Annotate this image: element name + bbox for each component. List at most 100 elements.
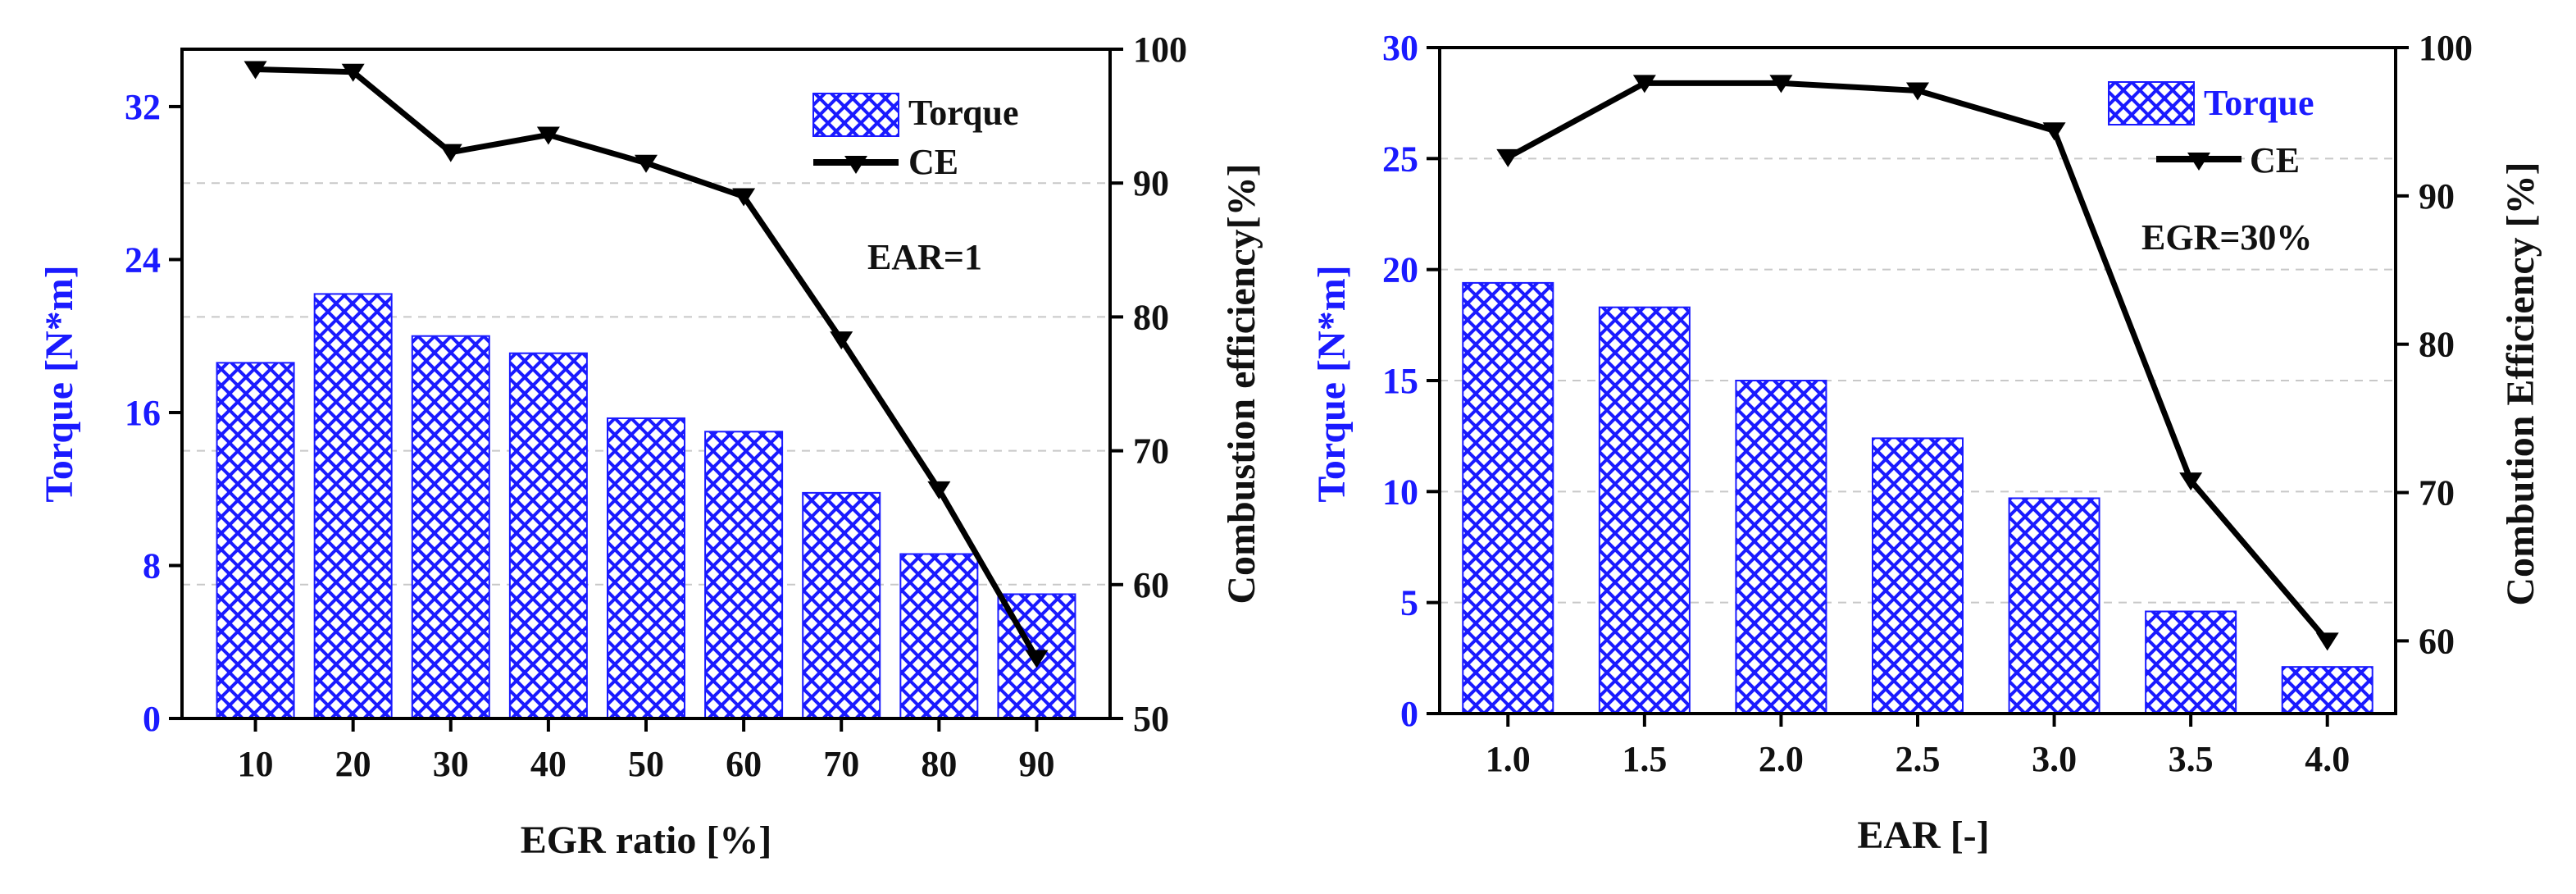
y-right-tick-label: 70 [1133,431,1169,472]
x-tick-label: 70 [823,744,859,784]
ce-point [927,481,951,499]
chart-left-legend-torque-swatch [812,93,899,137]
y-left-tick-label: 8 [143,545,161,586]
chart-right-y-left-ticks: 0 5 10 15 20 25 30 [1382,28,1440,734]
chart-left-annotation: EAR=1 [867,237,982,277]
x-tick-label: 40 [530,744,567,784]
chart-right-legend-torque-label: Torque [2204,83,2314,123]
ce-point [1632,75,1656,94]
y-left-tick-label: 15 [1382,361,1418,401]
torque-bar [1462,281,1554,714]
ce-point [1025,650,1049,668]
chart-left-legend-torque-label: Torque [908,93,1019,133]
ce-point [243,61,267,80]
y-right-tick-label: 90 [1133,163,1169,203]
chart-left-x-ticks: 10 20 30 40 50 60 70 80 90 [238,718,1054,784]
chart-left-y-left-title: Torque [N*m] [38,265,81,502]
x-tick-label: 90 [1018,744,1054,784]
y-right-tick-label: 80 [2419,325,2455,365]
x-tick-label: 20 [335,744,371,784]
x-tick-label: 4.0 [2305,739,2350,779]
y-right-tick-label: 100 [2419,28,2473,68]
torque-bar [704,431,784,719]
y-left-tick-label: 0 [143,699,161,739]
x-tick-label: 30 [433,744,469,784]
torque-bar [1872,437,1964,715]
chart-right-legend-torque-swatch [2108,81,2195,125]
ce-point [341,63,365,82]
x-tick-label: 60 [726,744,762,784]
torque-bar [1735,380,1827,714]
torque-bar [2281,666,2373,714]
ce-point [2042,122,2066,141]
y-right-tick-label: 60 [1133,565,1169,605]
chart-left-y-right-ticks: 50 60 70 80 90 100 [1110,30,1187,739]
x-tick-label: 1.0 [1486,739,1531,779]
ce-point [732,188,756,207]
y-right-tick-label: 60 [2419,621,2455,661]
chart-right: 1.0 1.5 2.0 2.5 3.0 3.5 4.0 0 5 10 15 20 25 30 60 70 8… [1310,28,2542,857]
torque-bar [802,491,881,719]
x-tick-label: 50 [628,744,664,784]
chart-right-x-axis-title: EAR [-] [1857,814,1989,857]
chart-right-annotation: EGR=30% [2141,217,2312,258]
torque-bar [899,553,979,719]
chart-right-legend: Torque CE [2108,81,2314,180]
torque-bar [313,293,393,719]
chart-right-ce-line [1496,75,2339,651]
y-left-tick-label: 10 [1382,472,1418,512]
chart-right-y-right-title: Combution Efficiency [%] [2499,162,2542,605]
y-left-tick-label: 0 [1400,694,1418,734]
ce-point [536,126,560,145]
ce-point [635,154,658,173]
torque-bar [607,417,685,719]
chart-right-y-right-ticks: 60 70 80 90 100 [2396,28,2473,661]
ce-point [1906,82,1929,101]
torque-bar [2008,497,2100,714]
x-tick-label: 3.0 [2032,739,2077,779]
y-left-tick-label: 24 [125,239,161,280]
y-left-tick-label: 32 [125,87,161,127]
chart-left-legend-ce-label: CE [908,142,958,182]
ce-point [2179,472,2203,491]
x-tick-label: 80 [921,744,957,784]
x-tick-label: 2.0 [1759,739,1804,779]
torque-bar [508,352,588,719]
torque-bar [1598,306,1691,714]
chart-left-legend: Torque CE [812,93,1019,182]
x-tick-label: 10 [238,744,274,784]
chart-left-y-left-ticks: 0 8 16 24 32 [125,87,182,739]
chart-left-ce-line [243,61,1049,668]
chart-right-bars [1462,281,2373,715]
chart-right-x-ticks: 1.0 1.5 2.0 2.5 3.0 3.5 4.0 [1486,714,2350,779]
y-left-tick-label: 16 [125,393,161,433]
chart-right-legend-ce-label: CE [2250,140,2300,180]
y-right-tick-label: 90 [2419,176,2455,217]
y-right-tick-label: 50 [1133,699,1169,739]
y-right-tick-label: 80 [1133,297,1169,337]
x-tick-label: 2.5 [1896,739,1941,779]
y-right-tick-label: 100 [1133,30,1187,70]
torque-bar [216,362,295,719]
x-tick-label: 3.5 [2169,739,2214,779]
chart-left-y-right-title: Combustion efficiency[%] [1220,163,1263,604]
chart-left-x-axis-title: EGR ratio [%] [521,819,772,862]
ce-point [830,331,853,350]
y-left-tick-label: 30 [1382,28,1418,68]
ce-point [2315,632,2339,651]
y-left-tick-label: 5 [1400,583,1418,623]
x-tick-label: 1.5 [1622,739,1667,779]
chart-right-y-left-title: Torque [N*m] [1310,265,1354,502]
torque-bar [411,335,490,719]
chart-left-legend-ce-marker [844,156,867,174]
y-left-tick-label: 25 [1382,139,1418,179]
chart-right-legend-ce-marker [2187,153,2210,171]
torque-bar [2145,610,2237,715]
y-right-tick-label: 70 [2419,473,2455,513]
y-left-tick-label: 20 [1382,250,1418,290]
ce-point [1496,148,1520,167]
ce-point [439,144,462,162]
ce-point [1769,75,1793,94]
